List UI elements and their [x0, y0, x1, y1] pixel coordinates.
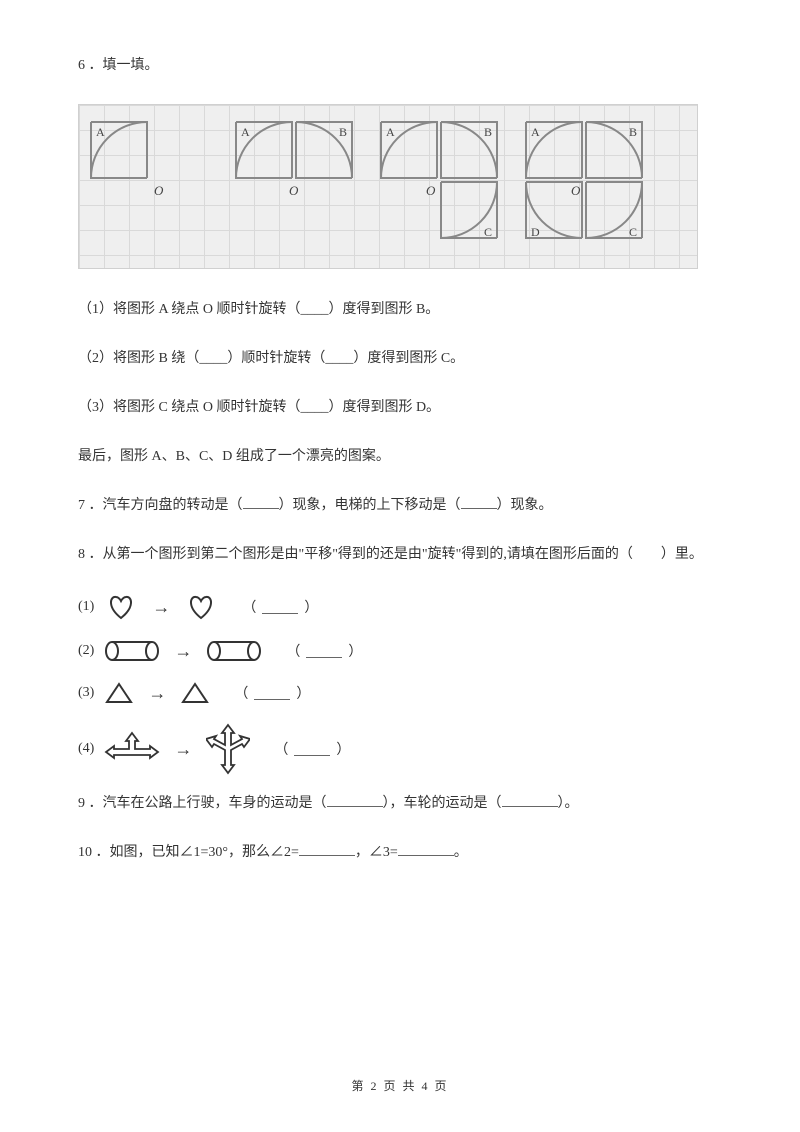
q9-text-c: ）。	[558, 796, 579, 811]
q7-text-b: ）现象，电梯的上下移动是（	[279, 498, 461, 513]
label-c-4: C	[629, 225, 637, 240]
q8-blank-4[interactable]	[294, 742, 330, 756]
q10-text-b: ，∠3=	[355, 845, 398, 860]
arrow-right-icon: →	[148, 683, 166, 704]
q7-text-a: 7 ．汽车方向盘的转动是（	[78, 498, 243, 513]
q8-item-2-close: ）	[348, 641, 362, 661]
q8-item-2-open: （	[286, 641, 300, 661]
label-a-4: A	[531, 125, 540, 140]
heart-icon-1	[104, 593, 138, 621]
question-10: 10 ．如图，已知∠1=30°，那么∠2= ，∠3= 。	[78, 842, 722, 863]
label-a-3: A	[386, 125, 395, 140]
q9-text-a: 9 ．汽车在公路上行驶，车身的运动是（	[78, 796, 327, 811]
arrow-right-icon: →	[174, 641, 192, 662]
triangle-icon-1	[104, 681, 134, 705]
rotation-figure: A O A B O A B C O A B C D O	[78, 104, 698, 269]
cylinder-icon-2	[206, 639, 262, 663]
q10-blank-2[interactable]	[398, 842, 454, 856]
label-o-3: O	[426, 183, 435, 199]
arrows-icon-2	[206, 723, 250, 775]
question-7: 7 ．汽车方向盘的转动是（ ）现象，电梯的上下移动是（ ）现象。	[78, 495, 722, 516]
q7-blank-1[interactable]	[243, 495, 279, 509]
q8-blank-1[interactable]	[262, 600, 298, 614]
q6-last: 最后，图形 A、B、C、D 组成了一个漂亮的图案。	[78, 446, 722, 467]
q8-item-2-num: (2)	[78, 643, 94, 659]
q9-blank-2[interactable]	[502, 793, 558, 807]
q8-blank-3[interactable]	[254, 686, 290, 700]
q8-item-3-close: ）	[296, 683, 310, 703]
label-o-1: O	[154, 183, 163, 199]
heart-icon-2	[184, 593, 218, 621]
panel-3	[379, 120, 499, 240]
q6-sub3: （3）将图形 C 绕点 O 顺时针旋转（____）度得到图形 D。	[78, 397, 722, 418]
q9-text-b: ），车轮的运动是（	[383, 796, 502, 811]
label-c-3: C	[484, 225, 492, 240]
q8-item-2: (2) → （ ）	[78, 639, 722, 663]
q9-blank-1[interactable]	[327, 793, 383, 807]
label-o-2: O	[289, 183, 298, 199]
q8-item-4: (4) → （ ）	[78, 723, 722, 775]
q8-item-3-open: （	[234, 683, 248, 703]
page-footer: 第 2 页 共 4 页	[0, 1077, 800, 1094]
q8-item-1: (1) → （ ）	[78, 593, 722, 621]
q10-text-a: 10 ．如图，已知∠1=30°，那么∠2=	[78, 845, 299, 860]
triangle-icon-2	[180, 681, 210, 705]
label-b-3: B	[484, 125, 492, 140]
q7-blank-2[interactable]	[461, 495, 497, 509]
question-6-title: 6 ．填一填。	[78, 55, 722, 76]
arrow-right-icon: →	[152, 597, 170, 618]
q7-text-c: ）现象。	[497, 498, 553, 513]
question-8-title: 8 ．从第一个图形到第二个图形是由"平移"得到的还是由"旋转"得到的,请填在图形…	[78, 544, 722, 565]
q10-text-c: 。	[454, 845, 468, 860]
question-9: 9 ．汽车在公路上行驶，车身的运动是（ ），车轮的运动是（ ）。	[78, 793, 722, 814]
q8-item-1-num: (1)	[78, 599, 94, 615]
panel-2	[234, 120, 354, 180]
q8-item-4-num: (4)	[78, 741, 94, 757]
panel-4	[524, 120, 644, 240]
label-a-1: A	[96, 125, 105, 140]
label-o-4: O	[571, 183, 580, 199]
q8-blank-2[interactable]	[306, 644, 342, 658]
cylinder-icon-1	[104, 639, 160, 663]
arrows-icon-1	[104, 729, 160, 769]
q8-item-3: (3) → （ ）	[78, 681, 722, 705]
label-a-2: A	[241, 125, 250, 140]
q6-sub2: （2）将图形 B 绕（____）顺时针旋转（____）度得到图形 C。	[78, 348, 722, 369]
q8-item-1-close: ）	[304, 597, 318, 617]
q8-item-1-open: （	[242, 597, 256, 617]
label-d-4: D	[531, 225, 540, 240]
q6-sub1: （1）将图形 A 绕点 O 顺时针旋转（____）度得到图形 B。	[78, 299, 722, 320]
label-b-2: B	[339, 125, 347, 140]
q10-blank-1[interactable]	[299, 842, 355, 856]
q8-item-4-open: （	[274, 739, 288, 759]
arrow-right-icon: →	[174, 739, 192, 760]
q8-item-4-close: ）	[336, 739, 350, 759]
label-b-4: B	[629, 125, 637, 140]
q8-item-3-num: (3)	[78, 685, 94, 701]
